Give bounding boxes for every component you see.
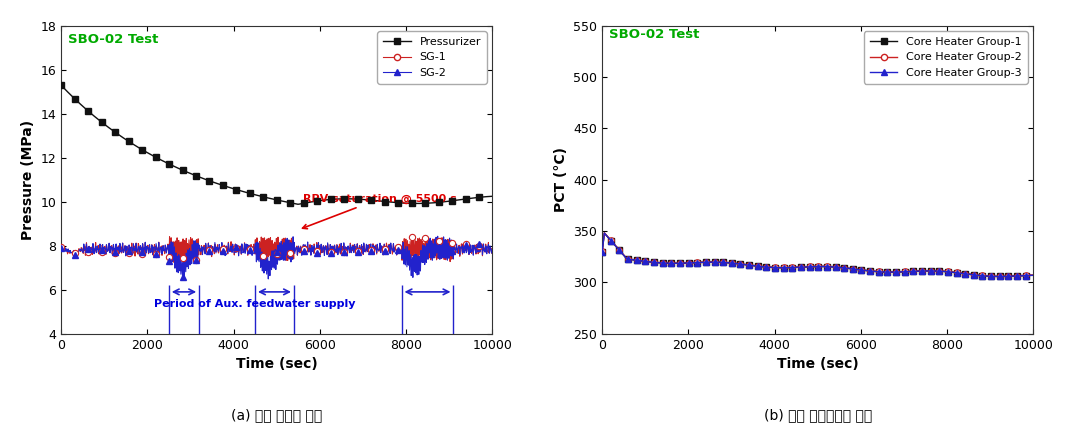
Text: SBO-02 Test: SBO-02 Test (609, 28, 699, 41)
Y-axis label: Pressure (MPa): Pressure (MPa) (20, 120, 34, 240)
Text: SBO-02 Test: SBO-02 Test (68, 33, 158, 46)
X-axis label: Time (sec): Time (sec) (777, 357, 858, 371)
Text: RPV saturation @ 5500 s: RPV saturation @ 5500 s (303, 194, 456, 229)
Text: Period of Aux. feedwater supply: Period of Aux. feedwater supply (155, 299, 355, 309)
Text: (b) 노심 최대온도의 변화: (b) 노심 최대온도의 변화 (764, 408, 872, 422)
Legend: Core Heater Group-1, Core Heater Group-2, Core Heater Group-3: Core Heater Group-1, Core Heater Group-2… (865, 32, 1028, 83)
Y-axis label: PCT (°C): PCT (°C) (554, 147, 568, 212)
Legend: Pressurizer, SG-1, SG-2: Pressurizer, SG-1, SG-2 (377, 32, 487, 83)
X-axis label: Time (sec): Time (sec) (236, 357, 318, 371)
Text: (a) 계통 압력의 변화: (a) 계통 압력의 변화 (231, 408, 322, 422)
